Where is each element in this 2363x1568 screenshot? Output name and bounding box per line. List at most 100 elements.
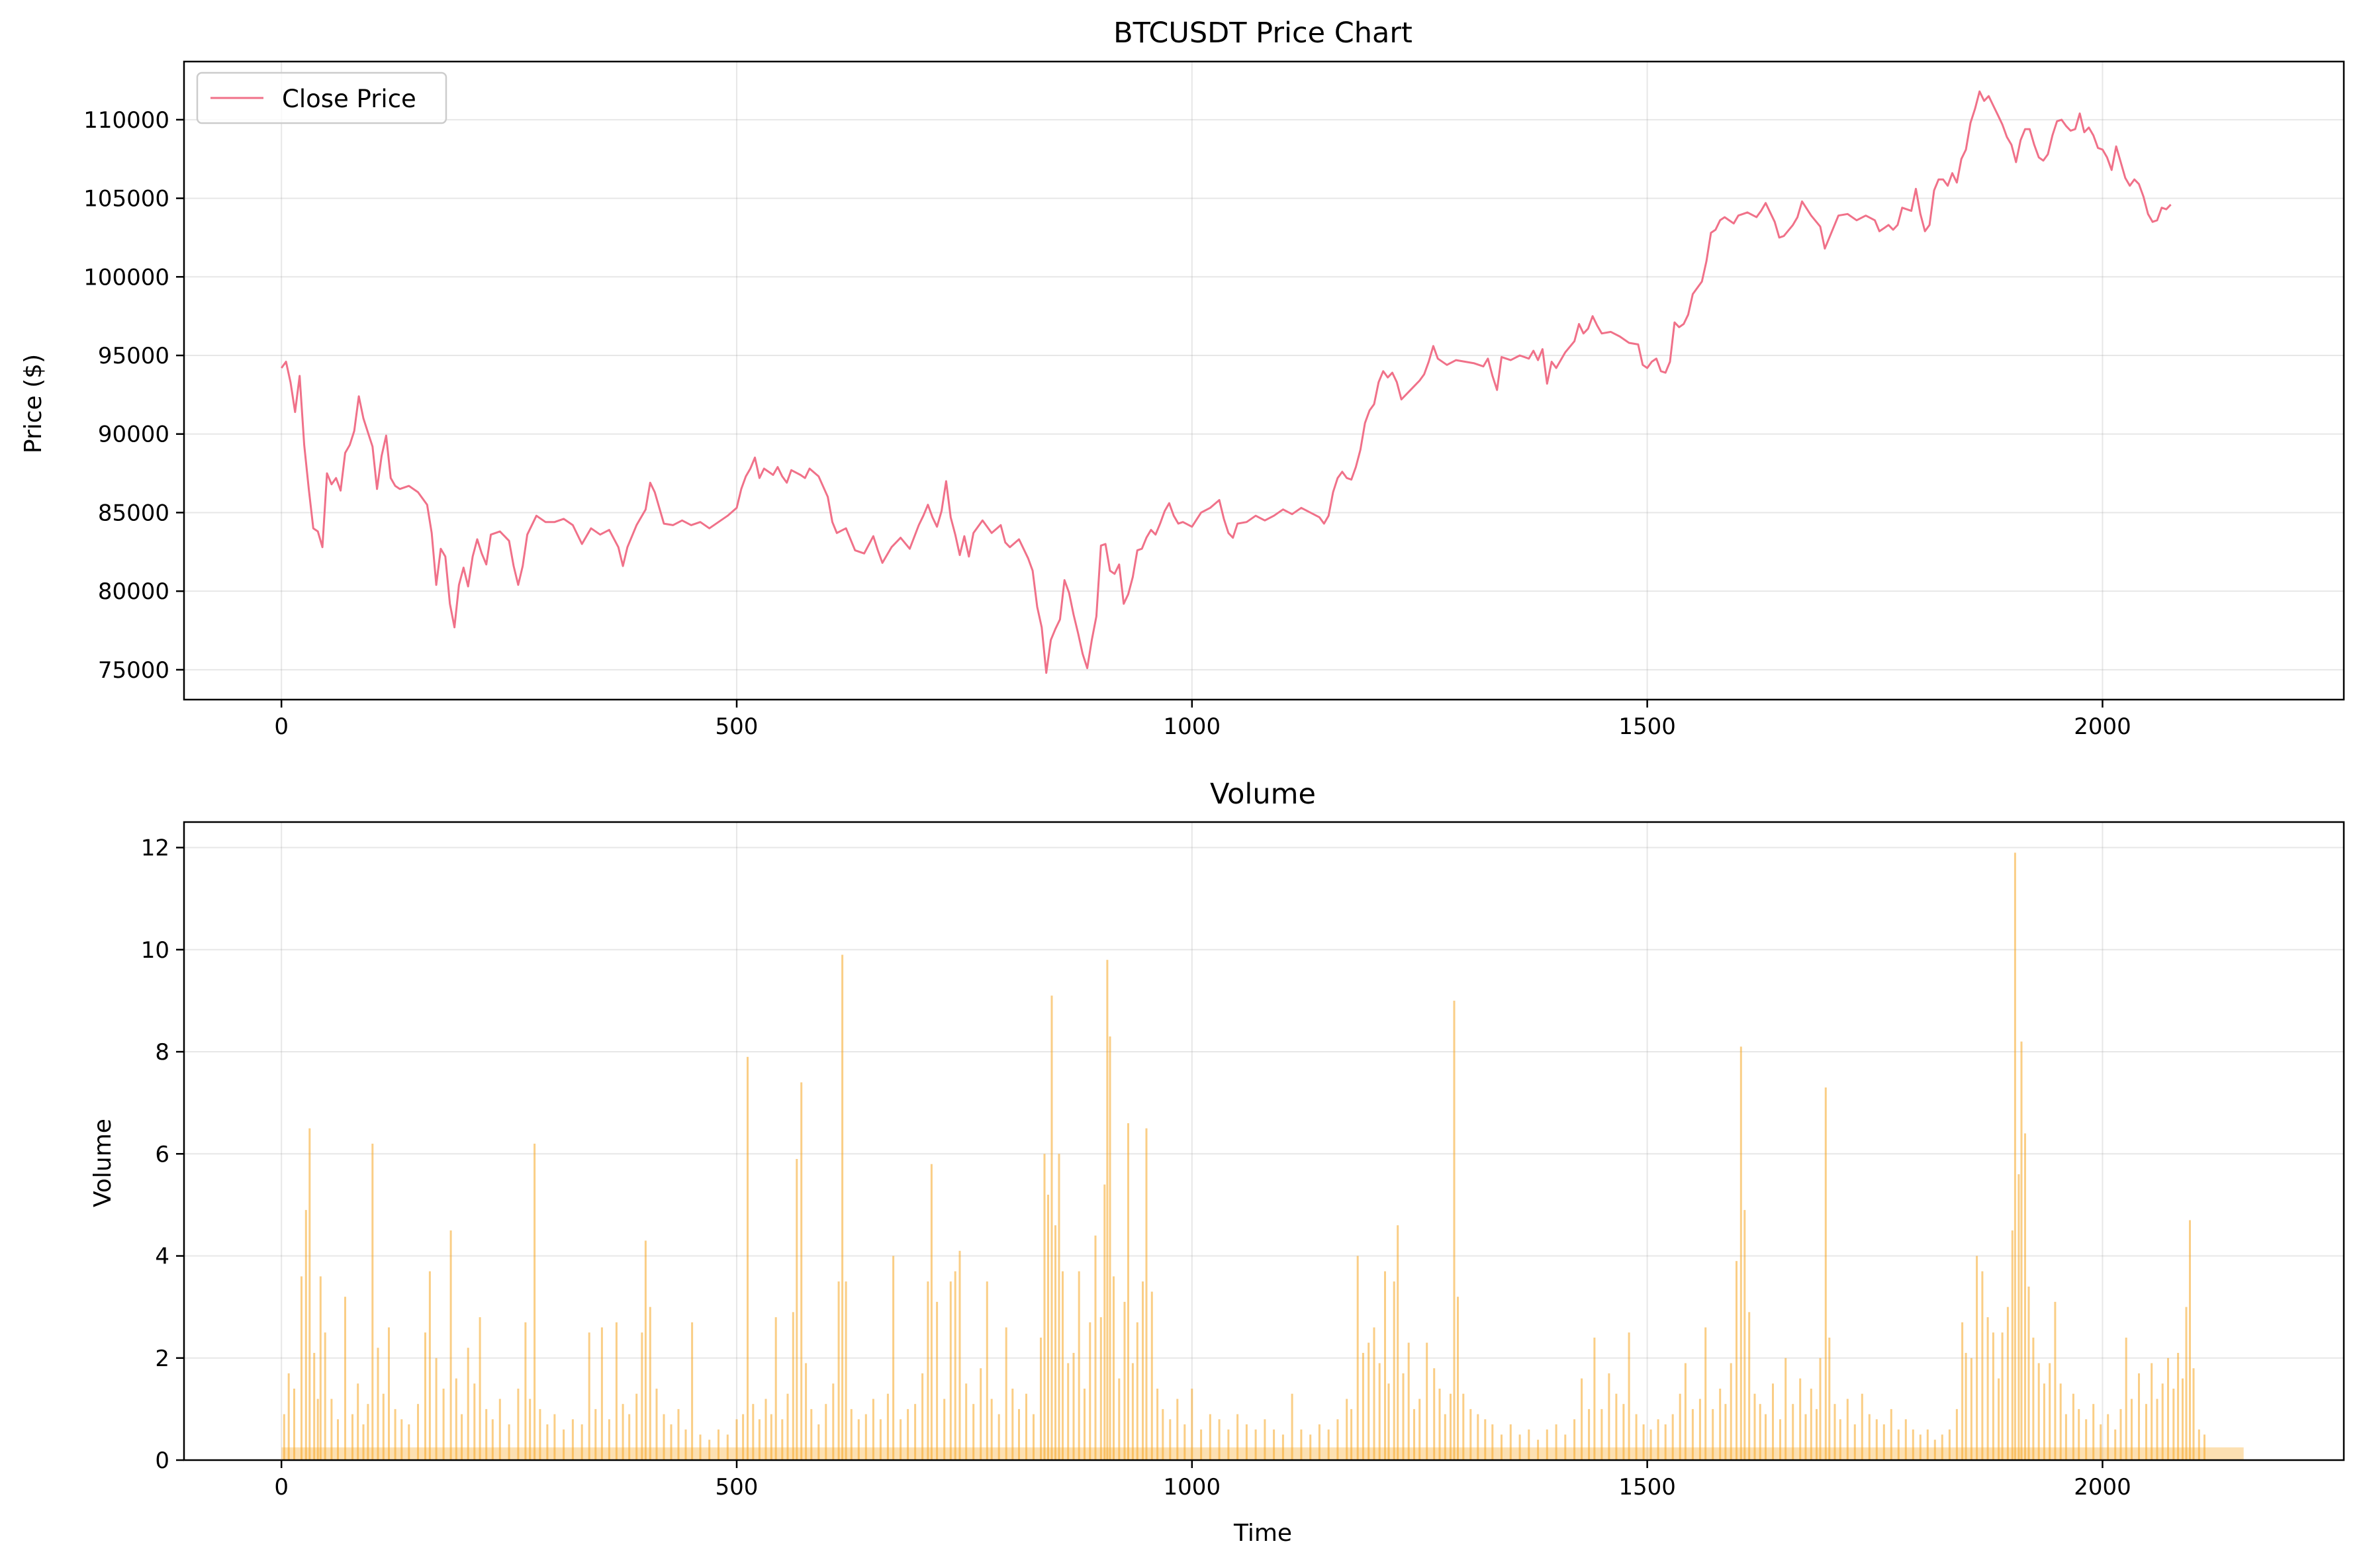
volume-bar — [1772, 1383, 1774, 1460]
volume-bar — [1005, 1327, 1007, 1460]
volume-bar — [1743, 1210, 1746, 1460]
volume-bar — [498, 1399, 501, 1460]
volume-bar — [1367, 1342, 1370, 1460]
volume-bar — [316, 1399, 319, 1460]
volume-bar — [914, 1404, 917, 1460]
volume-x-tick-label: 2000 — [2074, 1474, 2131, 1500]
price-y-tick-label: 100000 — [83, 264, 169, 291]
volume-bar — [1477, 1414, 1479, 1460]
volume-bar — [1642, 1424, 1645, 1460]
volume-bar — [954, 1271, 956, 1460]
volume-bar — [810, 1408, 813, 1460]
volume-bar — [817, 1424, 820, 1460]
volume-bar — [1926, 1429, 1929, 1460]
volume-bar — [699, 1434, 702, 1460]
volume-bar — [1615, 1393, 1618, 1460]
volume-bar — [718, 1429, 719, 1460]
volume-bar — [1393, 1281, 1395, 1460]
volume-bar — [2032, 1337, 2035, 1460]
volume-bar — [2020, 1041, 2023, 1460]
price-chart-title: BTCUSDT Price Chart — [1113, 17, 1413, 50]
price-axes: 0 500 1000 1500 2000 75000 80000 85000 90000 9500… — [83, 60, 2345, 740]
volume-bar — [1040, 1337, 1042, 1460]
volume-bar — [1309, 1434, 1312, 1460]
volume-bar — [1384, 1271, 1386, 1460]
volume-bar — [1254, 1429, 1257, 1460]
volume-bar — [1094, 1235, 1097, 1460]
volume-bar — [337, 1419, 339, 1460]
volume-bar — [691, 1322, 694, 1460]
volume-bar — [805, 1363, 808, 1460]
volume-bar — [417, 1404, 419, 1460]
legend-box — [196, 71, 447, 124]
volume-bar — [886, 1393, 889, 1460]
volume-bar — [546, 1424, 549, 1460]
volume-bar — [1123, 1301, 1126, 1460]
volume-bar — [1976, 1256, 1978, 1460]
volume-bar — [1810, 1389, 1812, 1460]
volume-bar — [997, 1414, 1000, 1460]
volume-bar — [287, 1373, 290, 1460]
volume-bar — [892, 1256, 895, 1460]
volume-bar — [1142, 1281, 1144, 1460]
volume-bar — [837, 1281, 840, 1460]
volume-bar — [424, 1332, 426, 1460]
volume-bar — [2064, 1414, 2067, 1460]
volume-bar — [825, 1404, 827, 1460]
volume-bar — [1748, 1312, 1751, 1460]
volume-bar — [563, 1429, 565, 1460]
volume-bar — [1998, 1378, 2000, 1460]
volume-bar — [1955, 1408, 1958, 1460]
volume-bar — [742, 1414, 745, 1460]
volume-bar — [2054, 1301, 2057, 1460]
volume-bar — [435, 1358, 438, 1460]
volume-bar — [1457, 1297, 1459, 1460]
volume-bar — [1118, 1378, 1121, 1460]
volume-bar — [1833, 1404, 1836, 1460]
volume-bar — [663, 1414, 665, 1460]
volume-bar — [1078, 1271, 1080, 1460]
volume-bar — [670, 1424, 672, 1460]
volume-bar — [850, 1408, 853, 1460]
volume-bar — [1169, 1419, 1172, 1460]
volume-bar — [1698, 1399, 1701, 1460]
price-x-tick-label: 2000 — [2074, 714, 2131, 740]
volume-marks — [281, 853, 2244, 1460]
volume-bar — [553, 1414, 556, 1460]
volume-bar — [1018, 1408, 1020, 1460]
price-legend: Close Price — [196, 71, 447, 124]
volume-bar — [1444, 1414, 1446, 1460]
volume-bar — [2203, 1434, 2205, 1460]
volume-bar — [879, 1419, 882, 1460]
volume-bar — [735, 1419, 738, 1460]
volume-x-tick-label: 1500 — [1618, 1474, 1676, 1500]
price-y-tick-label: 85000 — [98, 500, 169, 526]
volume-bar — [1327, 1429, 1330, 1460]
volume-bar — [1730, 1363, 1732, 1460]
volume-bar — [1753, 1393, 1756, 1460]
volume-bar — [649, 1307, 651, 1460]
volume-bar — [615, 1322, 618, 1460]
volume-bar — [1784, 1358, 1787, 1460]
volume-bar — [1062, 1271, 1064, 1460]
volume-bar — [428, 1271, 431, 1460]
volume-bar — [1792, 1404, 1794, 1460]
volume-bar — [1712, 1408, 1714, 1460]
volume-bar — [1828, 1337, 1831, 1460]
volume-bar — [1150, 1291, 1153, 1460]
volume-bar — [1948, 1429, 1951, 1460]
volume-bar — [1426, 1342, 1428, 1460]
price-panel: BTCUSDT Price Chart Price ($) 0 500 1000 15… — [20, 17, 2345, 740]
volume-bar — [1501, 1434, 1503, 1460]
volume-y-tick-label: 2 — [155, 1346, 169, 1372]
volume-bar — [461, 1414, 463, 1460]
volume-bar — [1528, 1429, 1530, 1460]
volume-bar — [1103, 1184, 1106, 1460]
volume-bar — [635, 1393, 638, 1460]
volume-bar — [921, 1373, 924, 1460]
volume-bar — [1875, 1419, 1878, 1460]
price-x-tick-label: 500 — [716, 714, 759, 740]
volume-bar — [1861, 1393, 1863, 1460]
volume-bar — [2006, 1307, 2009, 1460]
volume-bar — [2192, 1368, 2195, 1460]
